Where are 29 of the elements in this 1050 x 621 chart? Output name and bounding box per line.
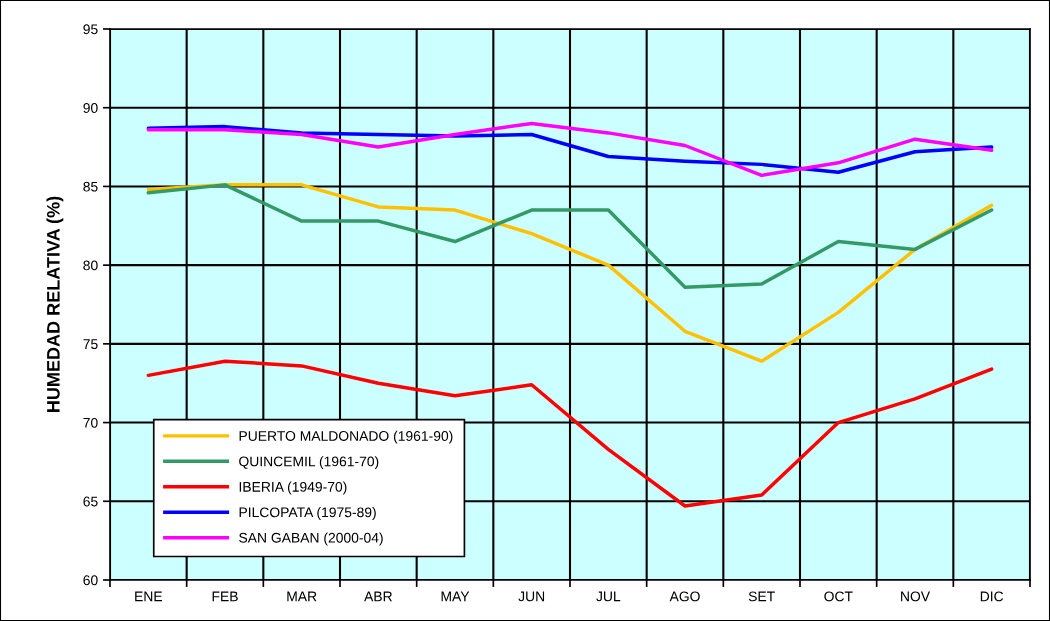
line-series	[146, 183, 994, 289]
x-tick-label: MAR	[287, 591, 317, 602]
line-series	[146, 183, 994, 363]
x-tick-label: OCT	[824, 591, 853, 602]
legend-label: PILCOPATA (1975-89)	[239, 507, 376, 520]
y-tick-label: 75	[83, 339, 98, 350]
line-series	[146, 359, 994, 508]
x-tick-label: NOV	[901, 591, 930, 602]
legend-label: QUINCEMIL (1961-70)	[239, 456, 379, 470]
y-tick-label: 65	[83, 496, 98, 507]
y-tick-label: 90	[83, 103, 98, 113]
y-tick-label: 70	[83, 417, 98, 428]
y-tick-label: 80	[83, 260, 98, 271]
x-tick-label: MAY	[441, 591, 470, 602]
x-tick-label: JUL	[596, 591, 621, 602]
y-axis-title: HUMEDAD RELATIVA (%)	[46, 196, 64, 412]
y-tick-label: 60	[83, 575, 98, 586]
x-tick-label: JUN	[518, 591, 545, 602]
x-tick-label: SET	[748, 591, 775, 602]
legend-label: PUERTO MALDONADO (1961-90)	[239, 430, 453, 444]
y-tick-label: 95	[83, 24, 98, 35]
legend-label: SAN GABAN (2000-04)	[239, 532, 383, 546]
x-tick-label: AGO	[669, 591, 700, 602]
x-tick-label: ENE	[135, 591, 163, 602]
x-tick-label: FEB	[212, 591, 238, 602]
legend-label: IBERIA (1949-70)	[239, 481, 347, 495]
x-tick-label: DIC	[980, 591, 1004, 602]
y-tick-label: 85	[83, 181, 98, 192]
x-tick-label: ABR	[364, 591, 392, 602]
